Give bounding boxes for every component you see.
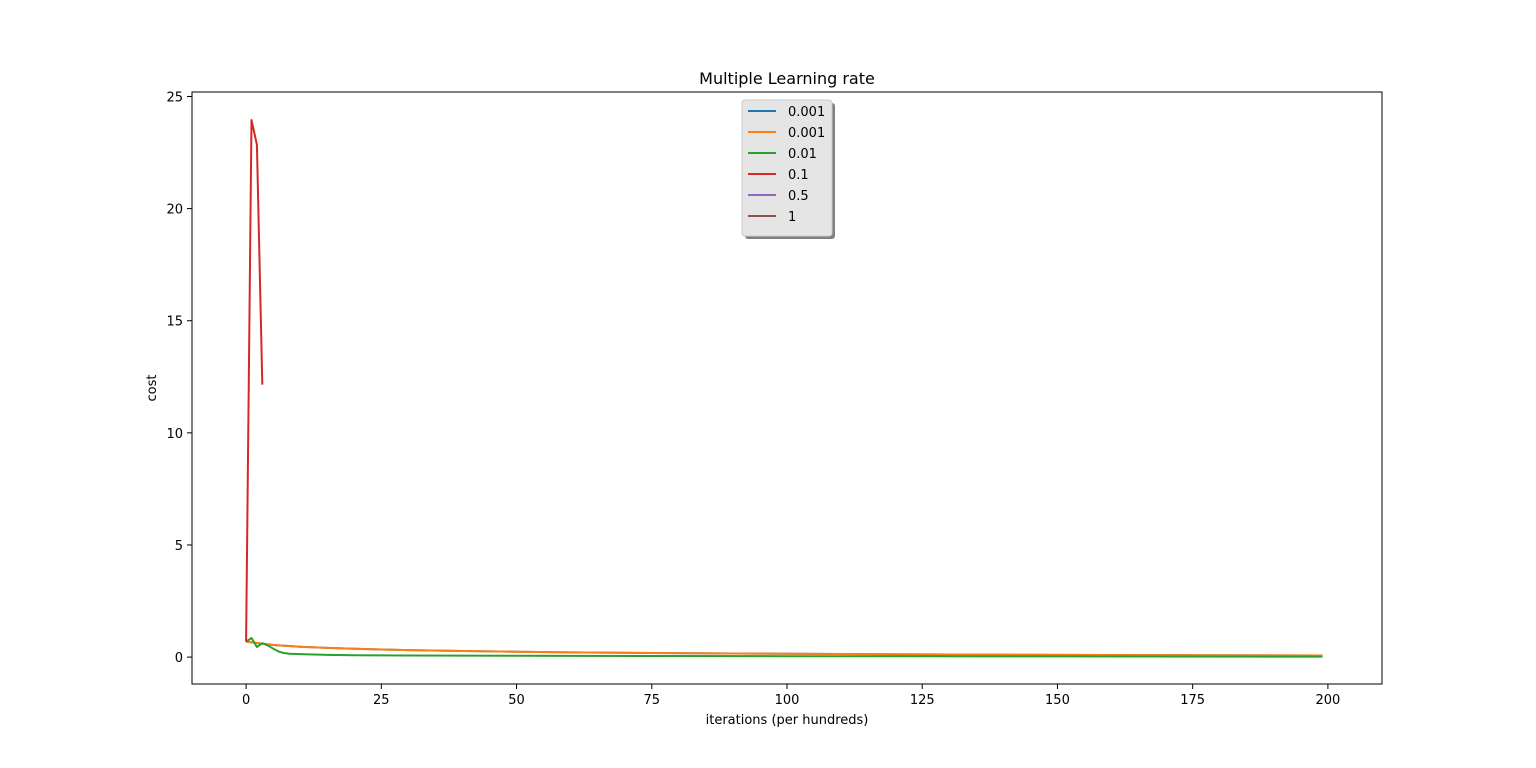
y-tick-label: 10 bbox=[166, 427, 183, 442]
y-tick-label: 20 bbox=[166, 203, 183, 218]
chart-title: Multiple Learning rate bbox=[699, 69, 875, 88]
x-tick-label: 0 bbox=[242, 693, 250, 708]
series-line-3 bbox=[245, 119, 264, 642]
x-tick-label: 50 bbox=[508, 693, 525, 708]
x-tick-label: 100 bbox=[775, 693, 800, 708]
series-layer bbox=[245, 119, 1323, 658]
legend-label-5: 1 bbox=[788, 210, 796, 225]
x-tick-label: 75 bbox=[643, 693, 660, 708]
y-tick-label: 15 bbox=[166, 315, 183, 330]
x-axis: 0 25 50 75 100 125 150 175 200 bbox=[242, 684, 1340, 708]
x-tick-label: 25 bbox=[373, 693, 390, 708]
x-tick-label: 125 bbox=[910, 693, 935, 708]
y-axis-label: cost bbox=[145, 375, 160, 402]
x-tick-label: 175 bbox=[1180, 693, 1205, 708]
y-tick-label: 25 bbox=[166, 90, 183, 105]
y-tick-label: 0 bbox=[175, 651, 183, 666]
legend-box bbox=[741, 99, 833, 237]
x-tick-label: 150 bbox=[1045, 693, 1070, 708]
y-axis: 0 5 10 15 20 25 bbox=[166, 90, 192, 666]
legend-label-1: 0.001 bbox=[788, 126, 825, 141]
y-tick-label: 5 bbox=[175, 539, 183, 554]
x-tick-label: 200 bbox=[1315, 693, 1340, 708]
x-axis-label: iterations (per hundreds) bbox=[706, 713, 869, 728]
series-line-1 bbox=[245, 640, 1323, 657]
legend: 0.001 0.001 0.01 0.1 0.5 1 bbox=[741, 99, 835, 239]
legend-label-0: 0.001 bbox=[788, 105, 825, 120]
series-line-2 bbox=[245, 637, 1323, 658]
legend-label-3: 0.1 bbox=[788, 168, 809, 183]
legend-label-4: 0.5 bbox=[788, 189, 809, 204]
legend-label-2: 0.01 bbox=[788, 147, 817, 162]
